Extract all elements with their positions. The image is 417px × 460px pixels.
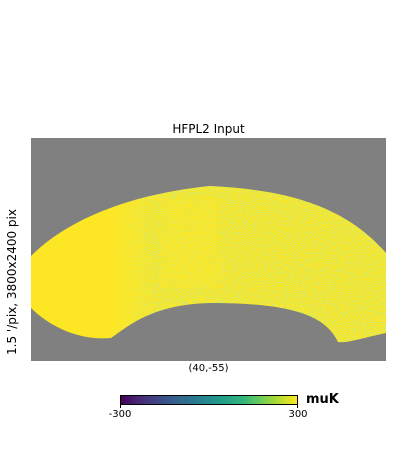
map-title: HFPL2 Input (172, 122, 245, 136)
colorbar-unit: muK (306, 392, 339, 407)
sky-map (31, 138, 386, 361)
colorbar (120, 395, 298, 405)
sky-map-image (31, 186, 386, 343)
colorbar-max-label: 300 (288, 409, 308, 420)
colorbar-tick-max (297, 405, 298, 408)
map-center-coordinates: (40,-55) (188, 363, 229, 374)
resolution-label: 1.5 '/pix, 3800x2400 pix (5, 209, 19, 355)
sky-footprint (31, 186, 386, 343)
colorbar-min-label: -300 (108, 409, 132, 420)
colorbar-tick-min (120, 405, 121, 408)
